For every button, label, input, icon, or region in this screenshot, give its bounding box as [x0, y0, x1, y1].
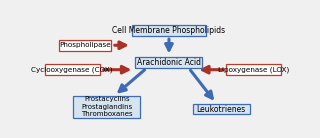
Text: Cell Membrane Phospholipids: Cell Membrane Phospholipids — [112, 26, 226, 35]
Text: Lipoxygenase (LOX): Lipoxygenase (LOX) — [218, 66, 289, 73]
Text: Leukotrienes: Leukotrienes — [196, 104, 246, 114]
FancyBboxPatch shape — [226, 64, 281, 75]
FancyBboxPatch shape — [74, 96, 140, 118]
FancyBboxPatch shape — [193, 104, 250, 114]
FancyBboxPatch shape — [45, 64, 100, 75]
FancyBboxPatch shape — [59, 40, 111, 51]
Text: Cyclooxygenase (COX): Cyclooxygenase (COX) — [31, 66, 113, 73]
Text: Prostacyclins
Prostaglandins
Thromboxanes: Prostacyclins Prostaglandins Thromboxane… — [81, 96, 133, 117]
FancyBboxPatch shape — [135, 57, 203, 68]
Text: Phospholipase: Phospholipase — [59, 42, 110, 48]
Text: Arachidonic Acid: Arachidonic Acid — [137, 58, 201, 67]
FancyBboxPatch shape — [132, 25, 206, 36]
